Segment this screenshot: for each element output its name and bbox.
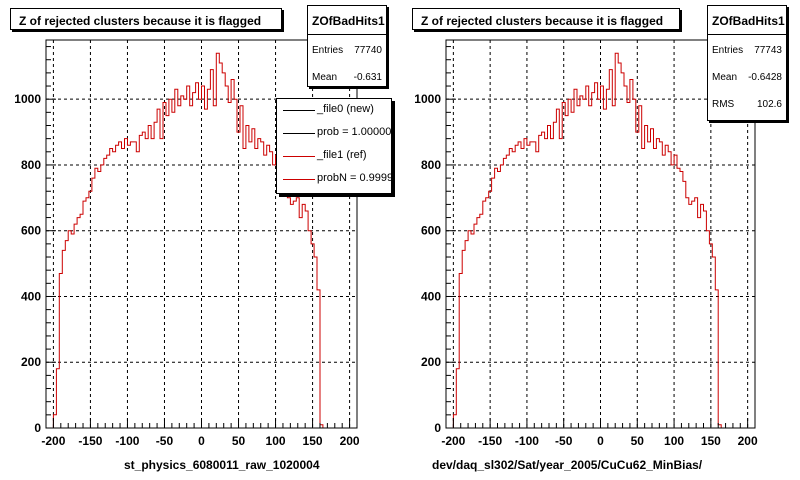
left-x-tick-label: 150 (303, 434, 323, 448)
left-legend: _file0 (new) prob = 1.000000 _file1 (ref… (276, 98, 392, 194)
legend-item-file0: _file0 (new) (277, 99, 391, 122)
legend-label-file1: _file1 (ref) (317, 149, 367, 161)
left-x-tick-label: 200 (340, 434, 360, 448)
right-stats-mean-value: -0.6428 (748, 72, 782, 83)
right-stats-row-mean: Mean -0.6428 (708, 62, 786, 89)
left-x-tick-label: 0 (198, 434, 205, 448)
right-x-tick-label: 200 (738, 434, 758, 448)
right-y-tick-label: 400 (421, 289, 441, 303)
left-y-tick-label: 0 (34, 421, 41, 435)
legend-label-prob: prob = 1.000000 (317, 126, 392, 138)
legend-label-probn: probN = 0.999989 (317, 172, 392, 184)
left-stats-mean-label: Mean (312, 72, 338, 83)
left-stats-entries-value: 77740 (354, 45, 382, 56)
right-histogram-series-0 (452, 52, 722, 428)
left-y-tick-label: 600 (21, 224, 41, 238)
left-x-axis-title: st_physics_6080011_raw_1020004 (124, 458, 320, 472)
left-y-tick-label: 800 (21, 158, 41, 172)
right-x-tick-label: -200 (441, 434, 465, 448)
right-stats-rms-value: 102.6 (756, 99, 782, 110)
legend-item-probn: probN = 0.999989 (277, 168, 391, 191)
right-stats-box: ZOfBadHits1 Entries 77743 Mean -0.6428 R… (707, 5, 787, 121)
left-y-tick-label: 1000 (14, 92, 41, 106)
legend-swatch-file0 (283, 110, 315, 111)
legend-swatch-file1 (283, 156, 315, 157)
right-x-tick-label: 150 (701, 434, 721, 448)
right-stats-row-rms: RMS 102.6 (708, 89, 786, 116)
legend-swatch-probn (283, 179, 315, 180)
right-y-tick-label: 0 (434, 421, 441, 435)
right-stats-entries-value: 77743 (754, 45, 782, 56)
left-x-tick-label: -200 (41, 434, 65, 448)
right-stats-name: ZOfBadHits1 (708, 6, 786, 35)
legend-label-file0: _file0 (new) (317, 103, 374, 115)
right-x-tick-label: 50 (631, 434, 645, 448)
legend-item-file1: _file1 (ref) (277, 145, 391, 168)
left-stats-entries-label: Entries (312, 45, 344, 56)
left-chart-title: Z of rejected clusters because it is fla… (10, 8, 282, 30)
left-x-tick-label: -50 (156, 434, 174, 448)
left-y-tick-label: 200 (21, 355, 41, 369)
left-stats-name: ZOfBadHits1 (308, 6, 386, 35)
right-stats-row-entries: Entries 77743 (708, 35, 786, 62)
left-x-tick-label: -150 (78, 434, 102, 448)
left-y-tick-label: 400 (21, 289, 41, 303)
right-y-tick-label: 1000 (414, 92, 441, 106)
right-chart-title: Z of rejected clusters because it is fla… (412, 8, 680, 30)
right-stats-rms-label: RMS (712, 99, 735, 110)
right-x-tick-label: -150 (478, 434, 502, 448)
left-stats-row-entries: Entries 77740 (308, 35, 386, 62)
right-x-tick-label: 100 (664, 434, 684, 448)
right-y-tick-label: 200 (421, 355, 441, 369)
legend-item-prob: prob = 1.000000 (277, 122, 391, 145)
left-stats-mean-value: -0.631 (353, 72, 382, 83)
right-x-tick-label: 0 (597, 434, 604, 448)
right-x-tick-label: -50 (555, 434, 573, 448)
right-x-tick-label: -100 (515, 434, 539, 448)
left-stats-row-mean: Mean -0.631 (308, 62, 386, 89)
left-x-tick-label: 50 (232, 434, 246, 448)
left-x-tick-label: 100 (266, 434, 286, 448)
right-x-axis-title: dev/daq_sl302/Sat/year_2005/CuCu62_MinBi… (432, 458, 703, 472)
right-stats-entries-label: Entries (712, 45, 744, 56)
right-stats-mean-label: Mean (712, 72, 738, 83)
right-y-tick-label: 600 (421, 224, 441, 238)
left-stats-box: ZOfBadHits1 Entries 77740 Mean -0.631 (307, 5, 387, 87)
left-x-tick-label: -100 (115, 434, 139, 448)
legend-swatch-prob (283, 133, 315, 134)
right-y-tick-label: 800 (421, 158, 441, 172)
